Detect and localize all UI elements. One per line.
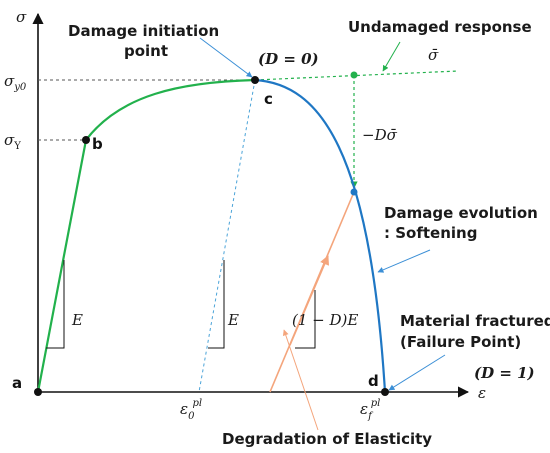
sigma-Y-label: σY bbox=[4, 131, 21, 152]
d-one-label: (D = 1) bbox=[474, 364, 535, 382]
point-d-label: d bbox=[368, 372, 379, 390]
slope-e-mid: E bbox=[227, 311, 239, 329]
point-c-label: c bbox=[264, 90, 273, 108]
hardening-curve bbox=[36, 78, 256, 393]
degraded-unloading-arrow bbox=[289, 255, 330, 346]
undamaged-response-label: Undamaged response bbox=[348, 18, 532, 36]
evolution-arrow bbox=[377, 249, 431, 273]
undamaged-response-line bbox=[254, 70, 459, 81]
degradation-arrow bbox=[282, 329, 319, 431]
material-fractured-label-1: Material fractured bbox=[400, 312, 550, 330]
damage-initiation-label-2: point bbox=[124, 42, 168, 60]
fracture-arrow bbox=[388, 354, 446, 391]
eps0-pl-label: ε0pl bbox=[180, 398, 202, 422]
minus-d-sigma-bar-label: −Dσ̄ bbox=[362, 126, 398, 144]
point-a-marker bbox=[34, 388, 42, 396]
point-b-label: b bbox=[92, 135, 103, 153]
slope-triangle-mid bbox=[208, 260, 225, 349]
slope-triangle-left bbox=[46, 260, 65, 349]
x-axis-symbol: ε bbox=[478, 384, 486, 402]
slope-e-left: E bbox=[71, 311, 83, 329]
damage-evolution-label-2: : Softening bbox=[384, 224, 477, 242]
softening-curve bbox=[254, 78, 387, 393]
material-fractured-label-2: (Failure Point) bbox=[400, 333, 521, 351]
sigma-bar-label: σ̄ bbox=[428, 46, 439, 64]
d-zero-label: (D = 0) bbox=[258, 50, 319, 68]
initiation-arrow bbox=[199, 37, 253, 78]
sigma-y0-label: σy0 bbox=[4, 72, 27, 93]
slope-triangle-right bbox=[295, 290, 316, 349]
damage-evolution-label-1: Damage evolution bbox=[384, 204, 538, 222]
point-d-marker bbox=[381, 388, 389, 396]
degradation-label: Degradation of Elasticity bbox=[222, 430, 432, 448]
undamaged-point bbox=[350, 71, 358, 79]
softening-point bbox=[350, 188, 358, 196]
epsf-pl-label: εfpl bbox=[360, 398, 380, 422]
slope-one-minus-d-e: (1 − D)E bbox=[292, 311, 358, 329]
damage-initiation-label-1: Damage initiation bbox=[68, 22, 219, 40]
point-c-marker bbox=[251, 76, 259, 84]
y-axis-symbol: σ bbox=[16, 8, 27, 26]
point-b-marker bbox=[82, 136, 90, 144]
point-a-label: a bbox=[12, 374, 22, 392]
initiation-unloading-line bbox=[198, 79, 256, 393]
undamaged-arrow bbox=[382, 41, 401, 72]
